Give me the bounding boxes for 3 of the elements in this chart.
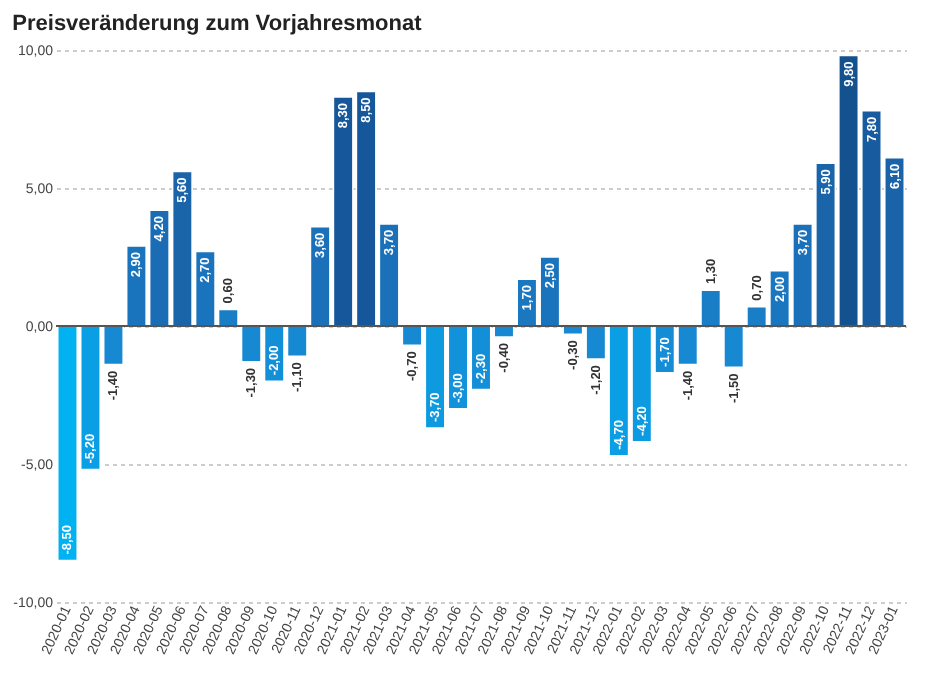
bar — [723, 325, 745, 369]
bar — [700, 289, 722, 327]
chart-title: Preisveränderung zum Vorjahresmonat — [12, 12, 423, 36]
